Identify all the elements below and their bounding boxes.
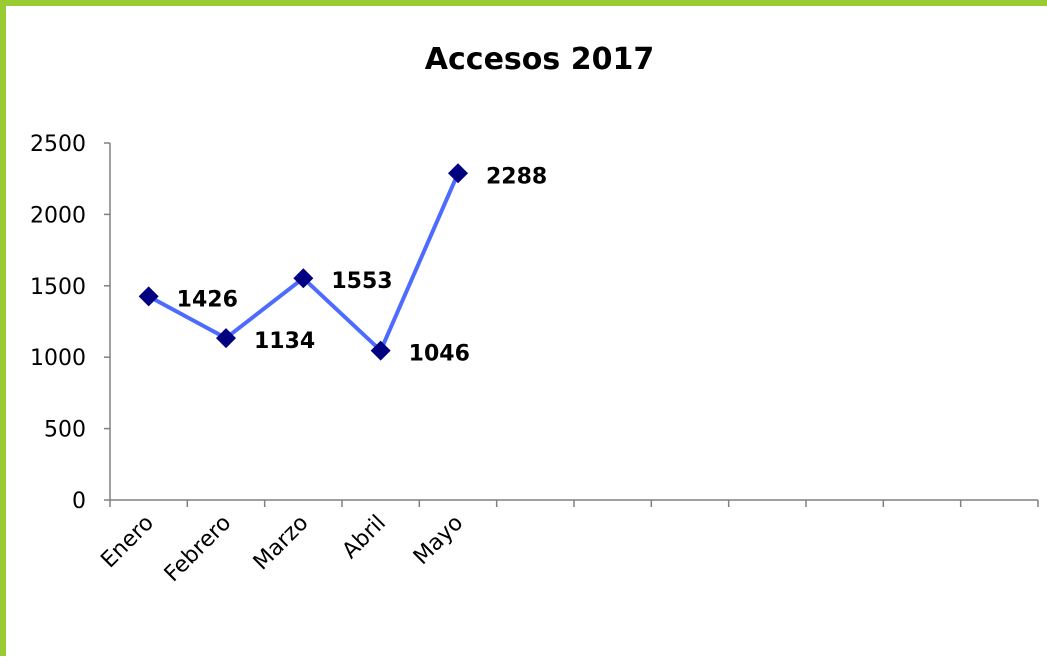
data-point-marker xyxy=(138,286,159,307)
x-tick-label: Mayo xyxy=(409,511,468,570)
y-tick-label: 500 xyxy=(44,418,86,443)
chart-plot: 0 500 1000 1500 2000 2500 Enero Febrero Marzo Abr… xyxy=(30,132,1039,587)
x-tick-label: Abril xyxy=(338,511,391,564)
y-tick-label: 1000 xyxy=(30,346,86,371)
data-label: 2288 xyxy=(486,164,547,189)
data-point-marker xyxy=(216,328,236,349)
chart-title: Accesos 2017 xyxy=(424,42,655,77)
data-point-marker xyxy=(448,163,468,184)
x-tick-label: Enero xyxy=(96,511,159,574)
series-line xyxy=(146,171,460,353)
x-tick-label: Febrero xyxy=(160,511,236,587)
data-label: 1426 xyxy=(177,287,238,312)
data-point-marker xyxy=(293,268,314,289)
y-tick-label: 0 xyxy=(72,489,86,514)
x-tick-label: Marzo xyxy=(249,511,314,576)
data-point-marker xyxy=(370,340,391,361)
data-label: 1046 xyxy=(409,342,470,367)
y-tick-label: 2500 xyxy=(30,132,86,157)
data-label: 1134 xyxy=(254,329,315,354)
y-tick-label: 2000 xyxy=(30,203,86,228)
y-tick-label: 1500 xyxy=(30,275,86,300)
data-label: 1553 xyxy=(331,269,392,294)
